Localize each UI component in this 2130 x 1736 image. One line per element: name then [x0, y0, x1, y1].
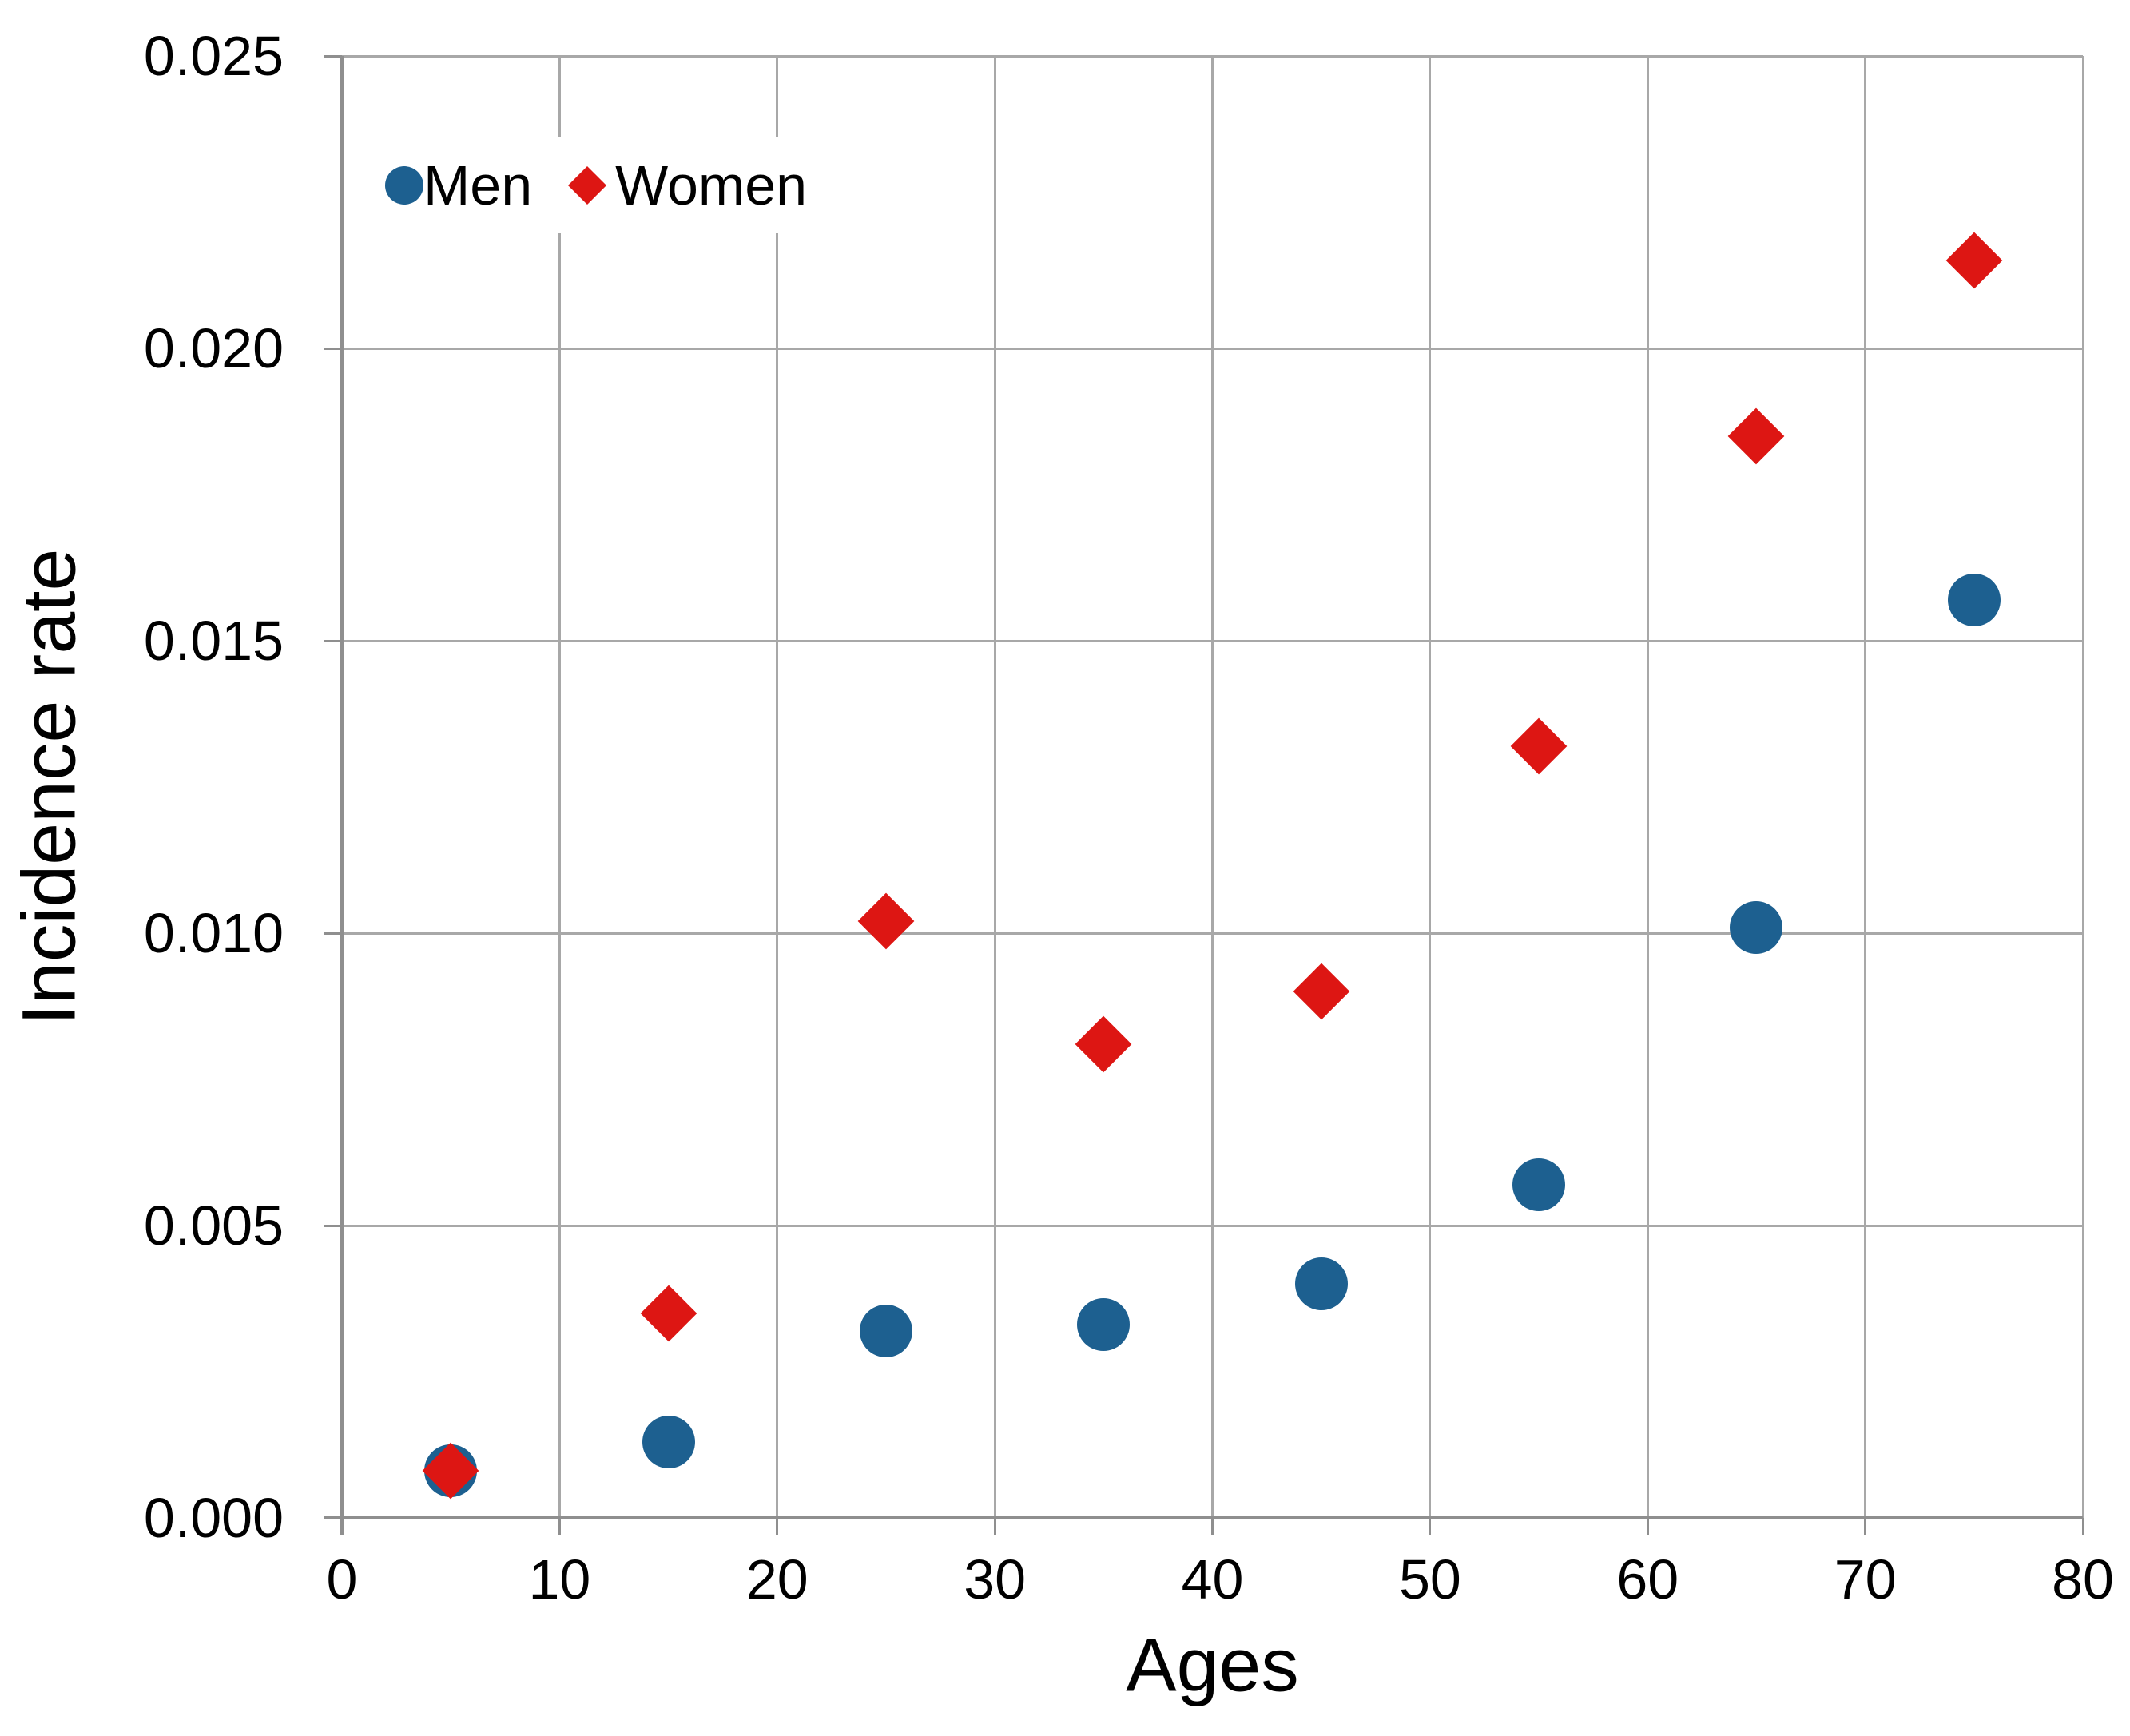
y-tick-label: 0.020 — [143, 317, 284, 379]
y-tick-mark — [324, 1224, 342, 1227]
y-gridline — [342, 347, 2083, 350]
data-point-women — [640, 1285, 697, 1342]
data-point-women — [1075, 1015, 1132, 1073]
y-gridline — [342, 932, 2083, 935]
y-tick-mark — [324, 54, 342, 58]
y-tick-mark — [324, 347, 342, 350]
legend-marker-women-icon — [568, 165, 607, 205]
data-point-men — [1077, 1298, 1131, 1352]
data-point-women — [1728, 407, 1785, 465]
data-point-women — [422, 1443, 479, 1500]
x-tick-label: 20 — [745, 1548, 809, 1611]
x-tick-label: 70 — [1834, 1548, 1897, 1611]
y-gridline — [342, 1224, 2083, 1227]
y-axis-line — [340, 56, 344, 1535]
x-gridline — [558, 56, 561, 1518]
x-axis-title: Ages — [1126, 1623, 1299, 1708]
legend-label-men: Men — [423, 154, 533, 217]
legend-label-women: Women — [615, 154, 808, 217]
data-point-women — [1945, 232, 2003, 289]
y-tick-mark — [324, 932, 342, 935]
x-tick-mark — [558, 1518, 561, 1535]
x-tick-mark — [1429, 1518, 1432, 1535]
y-gridline — [342, 639, 2083, 642]
x-tick-label: 60 — [1616, 1548, 1679, 1611]
x-tick-mark — [1211, 1518, 1214, 1535]
x-tick-mark — [1646, 1518, 1649, 1535]
y-tick-label: 0.000 — [143, 1487, 284, 1549]
y-tick-label: 0.025 — [143, 25, 284, 87]
x-gridline — [1646, 56, 1649, 1518]
x-tick-label: 50 — [1398, 1548, 1461, 1611]
data-point-men — [1730, 900, 1783, 954]
data-point-men — [859, 1304, 912, 1357]
x-tick-mark — [993, 1518, 996, 1535]
y-tick-label: 0.010 — [143, 902, 284, 964]
data-point-women — [1510, 717, 1568, 775]
legend-marker-men-icon — [385, 166, 423, 205]
x-gridline — [1429, 56, 1432, 1518]
data-point-men — [1294, 1257, 1348, 1311]
x-gridline — [993, 56, 996, 1518]
legend: Men Women — [374, 137, 824, 233]
data-point-men — [642, 1415, 695, 1468]
data-point-women — [857, 893, 915, 950]
x-gridline — [1864, 56, 1867, 1518]
x-tick-label: 0 — [326, 1548, 358, 1611]
x-tick-label: 30 — [964, 1548, 1027, 1611]
x-gridline — [1211, 56, 1214, 1518]
data-point-men — [1947, 573, 2001, 626]
x-tick-label: 80 — [2052, 1548, 2114, 1611]
x-tick-mark — [776, 1518, 779, 1535]
plot-border-top — [342, 55, 2083, 58]
x-axis-line — [324, 1516, 2083, 1519]
x-tick-label: 10 — [528, 1548, 591, 1611]
x-tick-label: 40 — [1181, 1548, 1244, 1611]
plot-border-right — [2082, 56, 2084, 1518]
x-gridline — [776, 56, 779, 1518]
x-tick-mark — [1864, 1518, 1867, 1535]
y-tick-label: 0.015 — [143, 610, 284, 672]
data-point-women — [1293, 963, 1350, 1020]
x-tick-mark — [2081, 1518, 2084, 1535]
y-tick-label: 0.005 — [143, 1194, 284, 1257]
data-point-men — [1512, 1158, 1566, 1211]
y-tick-mark — [324, 639, 342, 642]
